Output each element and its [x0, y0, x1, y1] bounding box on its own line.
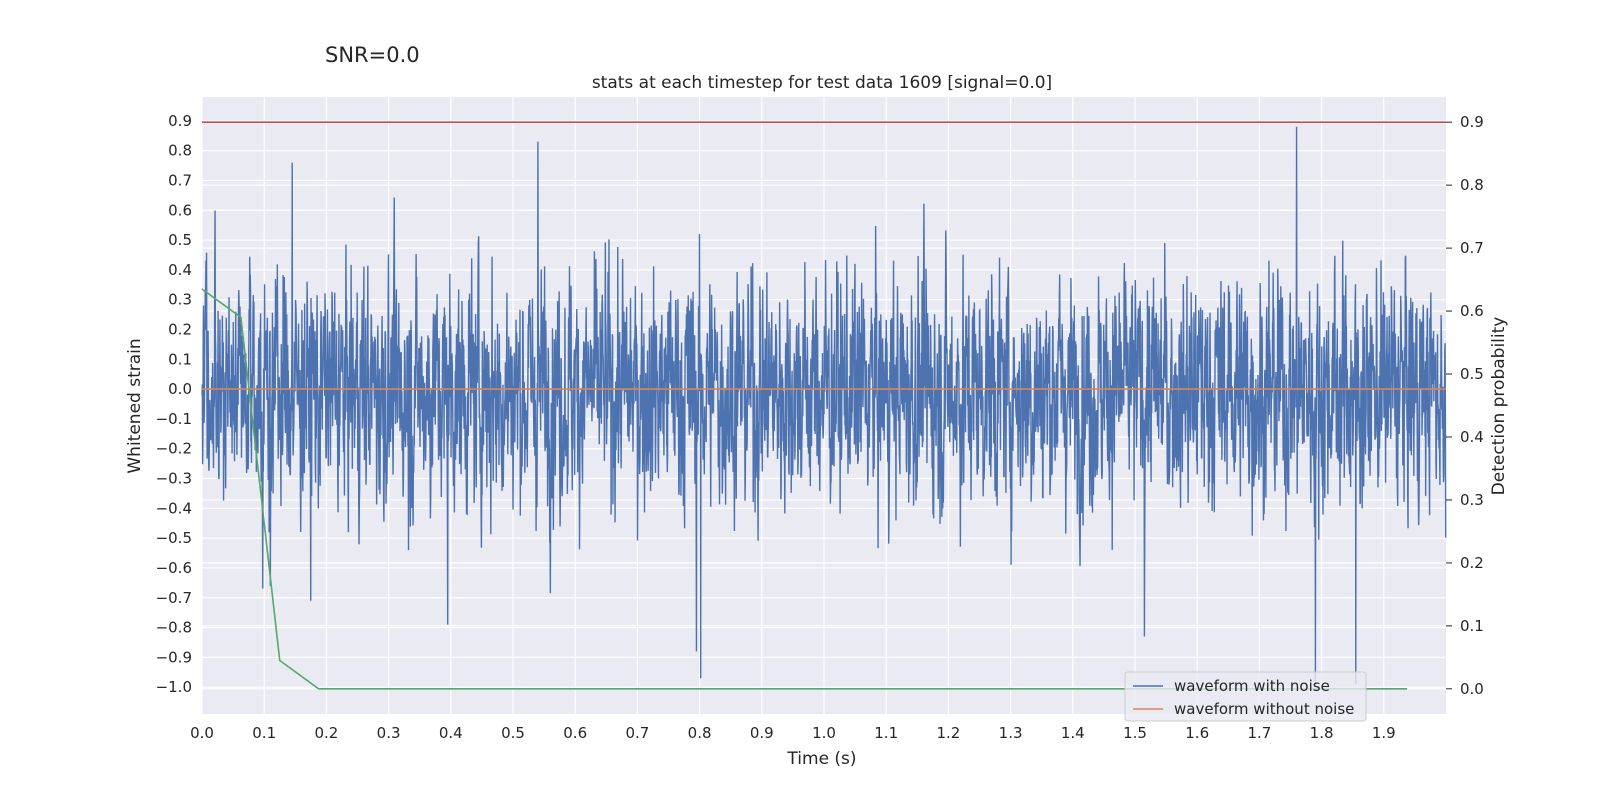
y-right-tick-label: 0.8	[1460, 176, 1484, 194]
chart-title: stats at each timestep for test data 160…	[592, 73, 1052, 93]
y-tick-label: 0.4	[168, 261, 192, 279]
x-tick-label: 1.9	[1372, 724, 1396, 742]
y-tick-label: 0.3	[168, 291, 192, 309]
series-layer	[201, 121, 1447, 690]
legend: waveform with noise waveform without noi…	[1124, 671, 1367, 722]
x-tick-label: 1.7	[1247, 724, 1271, 742]
x-tick-label: 0.8	[688, 724, 712, 742]
x-tick-label: 1.1	[874, 724, 898, 742]
x-tick-label: 0.9	[750, 724, 774, 742]
y-tick-label: 0.6	[168, 201, 192, 219]
y-tick-label: −0.6	[156, 559, 192, 577]
x-tick-label: 0.4	[439, 724, 463, 742]
x-axis-label: Time (s)	[786, 749, 856, 769]
y-right-tick-label: 0.0	[1460, 680, 1484, 698]
x-tick-label: 0.6	[563, 724, 587, 742]
x-tick-label: 0.2	[314, 724, 338, 742]
y-right-tick-label: 0.4	[1460, 428, 1484, 446]
axes: 0.0 0.1 0.2 0.3 0.4 0.5 0.6 0.7 0.8 0.9 1.0 1.1 1.2 1…	[156, 112, 1484, 742]
y-right-tick-label: 0.6	[1460, 302, 1484, 320]
y-tick-label: −0.9	[156, 648, 192, 666]
y-tick-label: −1.0	[156, 678, 192, 696]
y-axis-label: Whitened strain	[125, 338, 145, 473]
y-axis-right-label: Detection probability	[1489, 317, 1509, 496]
legend-label-waveform-with-noise: waveform with noise	[1174, 677, 1330, 695]
x-tick-label: 1.5	[1123, 724, 1147, 742]
x-tick-label: 1.0	[812, 724, 836, 742]
y-tick-label: 0.1	[168, 350, 192, 368]
x-tick-label: 0.0	[190, 724, 214, 742]
y-tick-label: −0.4	[156, 499, 192, 517]
x-tick-label: 0.5	[501, 724, 525, 742]
y-tick-label: −0.8	[156, 619, 192, 637]
x-tick-label: 0.7	[625, 724, 649, 742]
y-tick-label: 0.2	[168, 320, 192, 338]
legend-label-waveform-without-noise: waveform without noise	[1174, 700, 1354, 718]
x-tick-label: 0.1	[252, 724, 276, 742]
y-tick-label: −0.1	[156, 410, 192, 428]
y-tick-label: −0.3	[156, 470, 192, 488]
x-tick-label: 1.2	[936, 724, 960, 742]
y-right-tick-label: 0.3	[1460, 491, 1484, 509]
x-tick-label: 0.3	[377, 724, 401, 742]
legend-frame	[1124, 671, 1367, 722]
y-tick-label: 0.0	[168, 380, 192, 398]
y-tick-label: −0.5	[156, 529, 192, 547]
y-tick-label: −0.7	[156, 589, 192, 607]
y-right-tick-label: 0.2	[1460, 554, 1484, 572]
x-tick-label: 1.4	[1061, 724, 1085, 742]
y-tick-label: 0.7	[168, 171, 192, 189]
y-tick-label: 0.5	[168, 231, 192, 249]
x-tick-label: 1.6	[1185, 724, 1209, 742]
x-tick-label: 1.8	[1310, 724, 1334, 742]
y-tick-label: 0.8	[168, 142, 192, 160]
y-right-tick-label: 0.1	[1460, 617, 1484, 635]
y-right-tick-label: 0.7	[1460, 239, 1484, 257]
figure-suptitle: SNR=0.0	[325, 43, 420, 67]
series-line-waveform-with-noise	[201, 126, 1447, 688]
y-right-tick-label: 0.5	[1460, 365, 1484, 383]
y-tick-label: 0.9	[168, 112, 192, 130]
y-tick-label: −0.2	[156, 440, 192, 458]
x-tick-label: 1.3	[999, 724, 1023, 742]
y-right-tick-label: 0.9	[1460, 113, 1484, 131]
